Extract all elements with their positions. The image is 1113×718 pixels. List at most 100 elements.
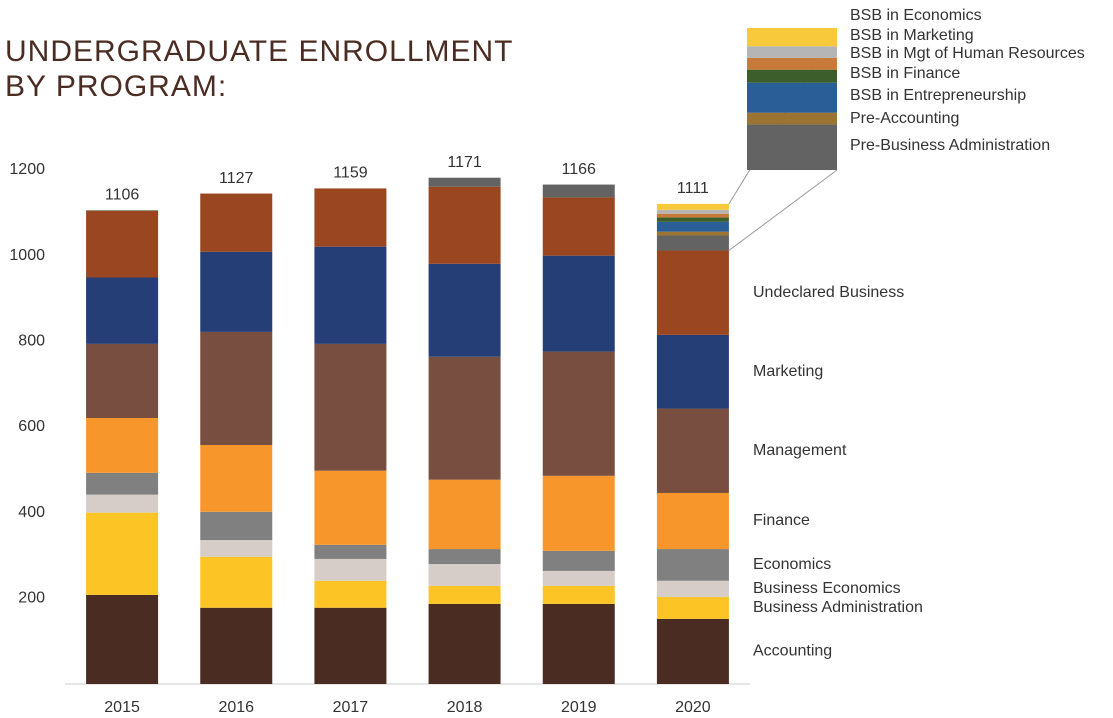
y-tick-label: 600 bbox=[18, 418, 45, 435]
legend-label: Pre-Accounting bbox=[850, 110, 959, 127]
bar-segment bbox=[86, 210, 159, 278]
bar-segment bbox=[542, 603, 615, 684]
bar-segment bbox=[86, 512, 159, 595]
total-label: 1171 bbox=[447, 154, 482, 171]
bar-segment bbox=[200, 556, 273, 608]
legend-label: Pre-Business Administration bbox=[850, 137, 1050, 154]
bar-segment bbox=[314, 343, 387, 471]
bar-segment bbox=[656, 217, 729, 222]
inset-segment bbox=[747, 57, 837, 70]
bar-segment bbox=[656, 213, 729, 218]
bar-segment bbox=[86, 494, 159, 513]
legend-label: Undeclared Business bbox=[753, 284, 904, 301]
y-tick-label: 800 bbox=[18, 333, 45, 350]
y-tick-label: 1000 bbox=[9, 247, 45, 264]
bar-segment bbox=[200, 444, 273, 512]
bar-segment bbox=[656, 597, 729, 619]
bar-segment bbox=[200, 540, 273, 557]
bar-segment bbox=[200, 331, 273, 445]
bar-segment bbox=[542, 197, 615, 256]
bar-segment bbox=[200, 511, 273, 541]
bar-segment bbox=[428, 263, 501, 357]
bar-segment bbox=[542, 475, 615, 551]
x-tick-label: 2018 bbox=[447, 699, 483, 716]
total-label: 1166 bbox=[562, 161, 597, 178]
bar-segment bbox=[542, 585, 615, 604]
inset-segment bbox=[747, 124, 837, 170]
bar-segment bbox=[656, 231, 729, 236]
bar-segment bbox=[86, 343, 159, 419]
bar-segment bbox=[200, 193, 273, 252]
y-tick-label: 200 bbox=[18, 590, 45, 607]
bar-segment bbox=[542, 184, 615, 198]
x-tick-label: 2019 bbox=[561, 699, 597, 716]
zoom-line bbox=[728, 169, 838, 251]
inset-segment bbox=[747, 112, 837, 125]
y-tick-label: 400 bbox=[18, 504, 45, 521]
legend-label: Business Economics bbox=[753, 580, 901, 597]
bar-segment bbox=[428, 549, 501, 565]
bar-segment bbox=[314, 558, 387, 581]
bar-segment bbox=[428, 186, 501, 264]
legend-label: Business Administration bbox=[753, 599, 923, 616]
bar-segment bbox=[656, 203, 729, 210]
y-tick-label: 1200 bbox=[9, 161, 45, 178]
legend-label: Marketing bbox=[753, 363, 823, 380]
legend-label: Economics bbox=[753, 556, 831, 573]
bar-segment bbox=[428, 356, 501, 480]
bar-segment bbox=[428, 564, 501, 586]
legend-label: BSB in Mgt of Human Resources bbox=[850, 45, 1085, 62]
total-label: 1159 bbox=[333, 165, 368, 182]
bar-segment bbox=[542, 550, 615, 571]
bar-segment bbox=[314, 246, 387, 344]
legend-label: BSB in Entrepreneurship bbox=[850, 87, 1026, 104]
chart-title: UNDERGRADUATE ENROLLMENT BY PROGRAM: bbox=[5, 35, 513, 103]
bar-segment bbox=[656, 334, 729, 409]
x-tick-label: 2020 bbox=[675, 699, 711, 716]
x-tick-label: 2015 bbox=[104, 699, 140, 716]
x-tick-label: 2017 bbox=[333, 699, 369, 716]
legend-label: Finance bbox=[753, 512, 810, 529]
bar-segment bbox=[656, 580, 729, 598]
bar-segment bbox=[428, 177, 501, 187]
bar-segment bbox=[200, 607, 273, 684]
total-label: 1106 bbox=[105, 186, 140, 203]
bar-segment bbox=[86, 418, 159, 473]
inset-segment bbox=[747, 82, 837, 113]
bar-segment bbox=[656, 221, 729, 232]
legend-label: BSB in Economics bbox=[850, 7, 982, 24]
bar-segment bbox=[542, 351, 615, 476]
bar-segment bbox=[428, 603, 501, 684]
bar-segment bbox=[656, 209, 729, 214]
bar-segment bbox=[86, 472, 159, 495]
inset-segment bbox=[747, 46, 837, 58]
legend-label: BSB in Finance bbox=[850, 65, 960, 82]
bar-segment bbox=[656, 549, 729, 581]
bar-segment bbox=[314, 544, 387, 559]
bar-segment bbox=[656, 235, 729, 251]
bar-segment bbox=[656, 618, 729, 684]
bar-segment bbox=[86, 277, 159, 344]
inset-segment bbox=[747, 28, 837, 47]
total-label: 1127 bbox=[219, 170, 254, 187]
bar-segment bbox=[314, 580, 387, 608]
x-tick-label: 2016 bbox=[218, 699, 254, 716]
bar-segment bbox=[86, 594, 159, 684]
bar-segment bbox=[314, 188, 387, 247]
bar-segment bbox=[200, 251, 273, 332]
bar-segment bbox=[428, 479, 501, 550]
total-label: 1111 bbox=[677, 180, 709, 197]
legend-label: BSB in Marketing bbox=[850, 27, 974, 44]
bar-segment bbox=[314, 607, 387, 684]
bar-segment bbox=[656, 250, 729, 335]
legend-label: Management bbox=[753, 442, 847, 459]
bar-segment bbox=[542, 570, 615, 586]
inset-segment bbox=[747, 69, 837, 83]
bar-segment bbox=[314, 470, 387, 545]
bar-segment bbox=[542, 255, 615, 352]
bar-segment bbox=[656, 408, 729, 493]
bar-segment bbox=[656, 492, 729, 550]
bar-segment bbox=[428, 585, 501, 604]
